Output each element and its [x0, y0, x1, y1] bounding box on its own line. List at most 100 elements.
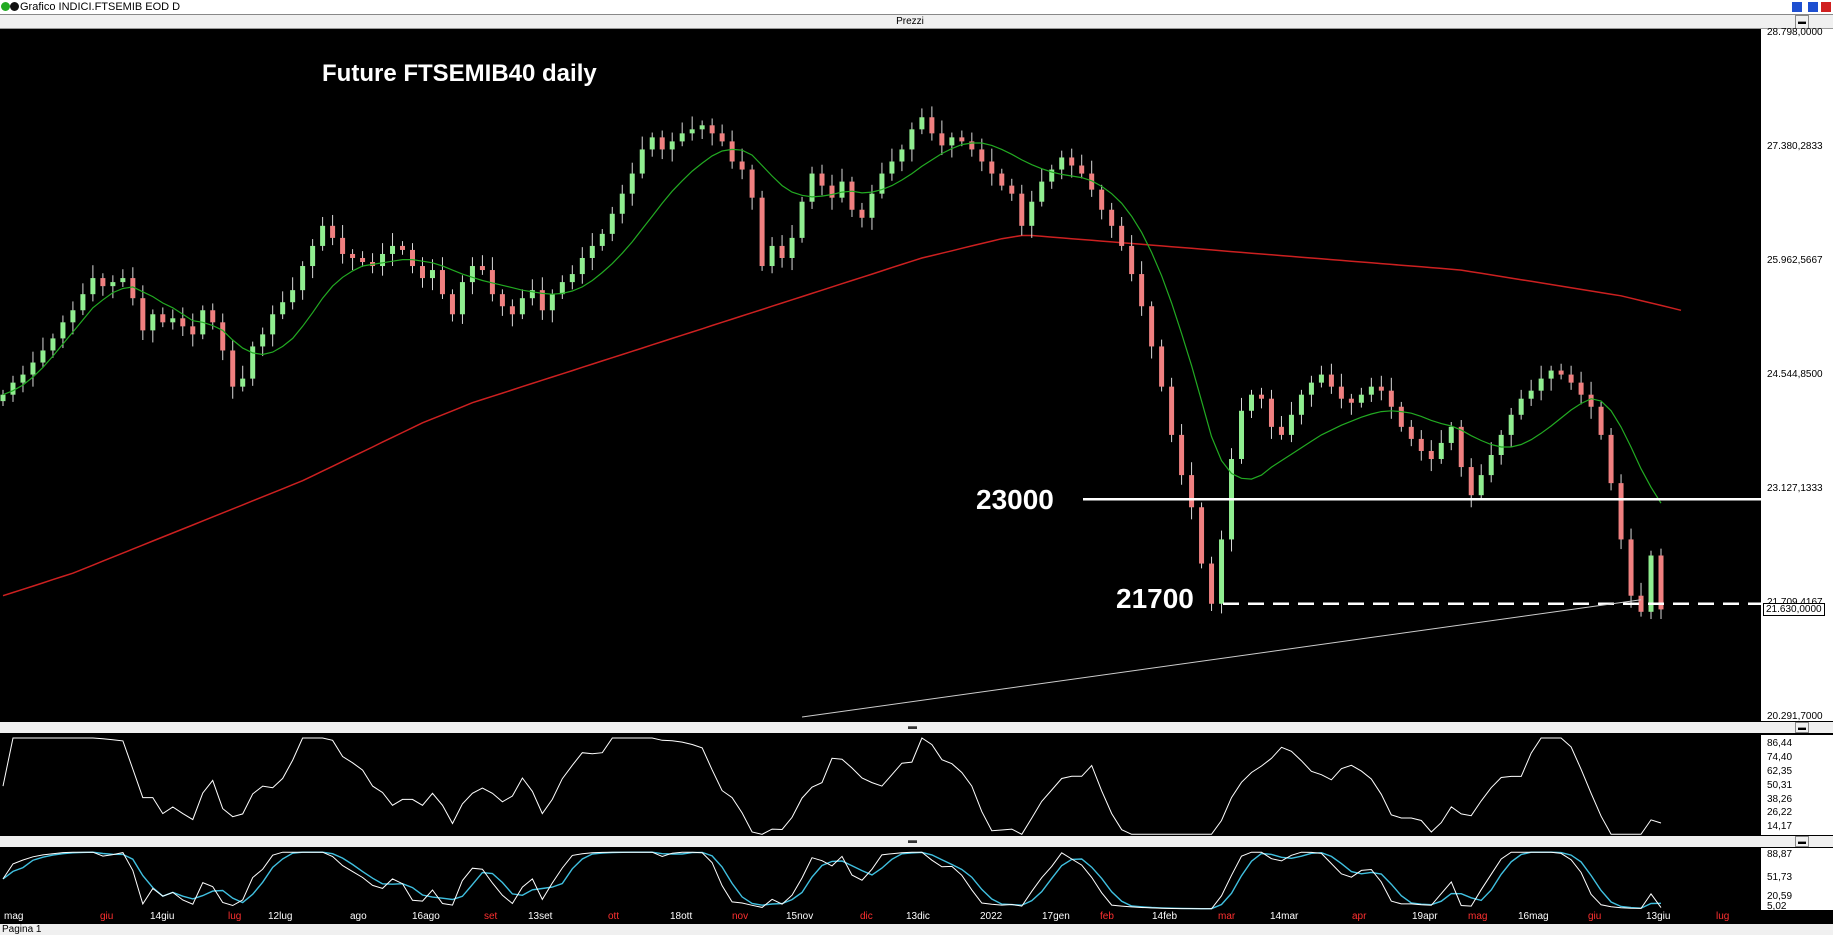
date-tick-label: set — [484, 911, 498, 922]
date-tick-label: lug — [228, 911, 242, 922]
window-title: Grafico INDICI.FTSEMIB EOD D — [20, 1, 181, 13]
oscillator-2-tick-label: 20,59 — [1767, 891, 1793, 903]
candlestick — [240, 365, 246, 392]
date-tick-label: 2022 — [980, 911, 1003, 922]
panel-minimize-button[interactable]: ▬ — [1795, 15, 1809, 29]
candlestick — [609, 206, 615, 242]
date-tick-label: 14giu — [150, 911, 175, 922]
candlestick — [699, 120, 705, 139]
candlestick — [1588, 381, 1594, 419]
candlestick — [1448, 422, 1454, 451]
candlestick — [1568, 365, 1574, 390]
candlestick — [30, 351, 36, 387]
oscillator-1-line — [2, 737, 1662, 835]
candlestick — [1318, 365, 1324, 388]
oscillator-1-tick-label: 38,26 — [1767, 793, 1793, 805]
candlestick — [959, 130, 965, 147]
candlestick — [789, 225, 795, 271]
last-price-label: 21.630,0000 — [1763, 603, 1825, 617]
date-axis: mag giu 14giu lug 12lug ago 16ago set 13set ott 18… — [0, 910, 1833, 924]
price-tick-label: 24.544,8500 — [1767, 369, 1823, 380]
date-tick-label: 13set — [528, 911, 553, 922]
candlestick — [320, 216, 326, 251]
candlestick — [1268, 389, 1274, 439]
date-tick-label: ago — [350, 911, 367, 922]
date-tick-label: dic — [860, 911, 873, 922]
candlestick — [739, 148, 745, 180]
candlestick — [939, 120, 945, 156]
candlestick — [509, 299, 515, 327]
date-tick-label: 13giu — [1646, 911, 1671, 922]
candlestick — [1578, 371, 1584, 405]
candlestick — [1159, 339, 1165, 392]
price-tick-label: 28.798,0000 — [1767, 27, 1823, 38]
candlestick — [1039, 168, 1045, 207]
candlestick — [80, 283, 86, 316]
date-tick-label: mar — [1218, 911, 1236, 922]
candlestick — [639, 136, 645, 179]
candlestick — [260, 327, 266, 357]
candlestick — [809, 166, 815, 209]
candlestick — [1538, 365, 1544, 401]
chart-title: Future FTSEMIB40 daily — [322, 60, 597, 87]
level-label-23000: 23000 — [976, 484, 1054, 515]
candlestick — [999, 168, 1005, 191]
candlestick — [1608, 428, 1614, 491]
page-tab[interactable]: Pagina 1 — [2, 924, 42, 935]
candlestick — [659, 130, 665, 160]
candlestick — [1328, 363, 1334, 394]
date-tick-label: 16ago — [412, 911, 440, 922]
oscillator-1-chart[interactable] — [0, 735, 1761, 835]
candlestick — [1278, 415, 1284, 440]
candlestick — [1338, 373, 1344, 409]
oscillator-2-chart[interactable] — [0, 848, 1761, 913]
date-tick-label: apr — [1352, 911, 1367, 922]
oscillator-1-tick-label: 62,35 — [1767, 765, 1793, 777]
candlestick — [1179, 424, 1185, 485]
candlestick — [1488, 442, 1494, 483]
candlestick — [10, 375, 16, 402]
candlestick — [569, 265, 575, 290]
price-chart[interactable]: Future FTSEMIB40 daily 23000 21700 — [0, 29, 1761, 721]
date-tick-label: ott — [608, 911, 620, 922]
candlestick — [310, 239, 316, 279]
candlestick — [1049, 164, 1055, 189]
oscillator-1-tick-label: 14,17 — [1767, 821, 1793, 833]
close-button[interactable] — [1821, 2, 1831, 12]
panel-separator[interactable]: ▬ — [0, 836, 1833, 847]
candlestick — [340, 225, 346, 264]
candlestick — [180, 307, 186, 336]
oscillator-1-tick-label: 74,40 — [1767, 752, 1793, 764]
candlestick — [799, 196, 805, 243]
candlestick — [160, 307, 166, 328]
date-tick-label: 17gen — [1042, 911, 1070, 922]
candlestick — [90, 265, 96, 302]
date-tick-label: 16mag — [1518, 911, 1549, 922]
candlestick — [1478, 464, 1484, 501]
candlestick — [1129, 235, 1135, 282]
panel-minimize-button[interactable]: ▬ — [1795, 836, 1809, 847]
maximize-button[interactable] — [1808, 2, 1818, 12]
candlestick — [1239, 397, 1245, 464]
panel-minimize-button[interactable]: ▬ — [1795, 722, 1809, 733]
candlestick — [919, 108, 925, 135]
restore-button[interactable] — [1792, 2, 1802, 12]
date-tick-label: 13dic — [906, 911, 930, 922]
panel-separator[interactable]: ▬ — [0, 722, 1833, 733]
oscillator-2-tick-label: 88,87 — [1767, 848, 1793, 860]
candlestick — [170, 309, 176, 330]
candlestick — [1418, 430, 1424, 461]
price-tick-label: 21.709,4167 — [1767, 597, 1823, 608]
price-tick-label: 25.962,5667 — [1767, 254, 1823, 266]
candlestick — [889, 148, 895, 181]
candlestick — [759, 190, 765, 271]
price-panel-header: Prezzi — [0, 15, 1833, 29]
date-tick-label: giu — [1588, 911, 1602, 922]
candlestick — [1258, 387, 1264, 409]
candlestick — [1109, 202, 1115, 238]
candlestick — [0, 389, 6, 406]
candlestick — [220, 313, 226, 361]
candlestick — [819, 164, 825, 196]
candlestick — [1598, 401, 1604, 440]
candlestick — [1388, 377, 1394, 419]
